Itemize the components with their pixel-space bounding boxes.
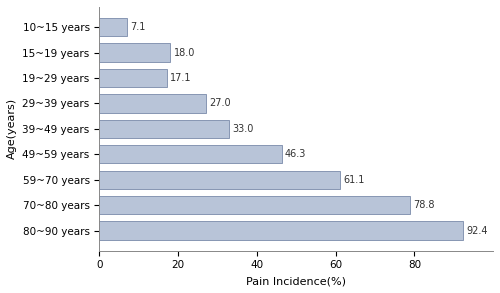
Bar <box>100 222 463 240</box>
Bar <box>100 18 128 36</box>
Text: 46.3: 46.3 <box>285 149 306 159</box>
Y-axis label: Age(years): Age(years) <box>7 98 17 159</box>
Bar <box>100 145 282 163</box>
Text: 78.8: 78.8 <box>413 200 434 210</box>
Text: 33.0: 33.0 <box>232 124 254 134</box>
X-axis label: Pain Incidence(%): Pain Incidence(%) <box>246 276 346 286</box>
Text: 17.1: 17.1 <box>170 73 192 83</box>
Bar <box>100 94 206 113</box>
Text: 27.0: 27.0 <box>209 98 231 108</box>
Text: 18.0: 18.0 <box>174 47 195 58</box>
Bar <box>100 196 409 214</box>
Text: 7.1: 7.1 <box>130 22 146 32</box>
Bar <box>100 171 340 189</box>
Bar <box>100 69 167 87</box>
Bar <box>100 120 230 138</box>
Bar <box>100 43 170 62</box>
Text: 92.4: 92.4 <box>466 226 488 236</box>
Text: 61.1: 61.1 <box>343 175 364 185</box>
